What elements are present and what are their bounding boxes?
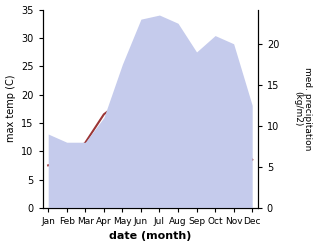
Y-axis label: max temp (C): max temp (C) <box>5 75 16 143</box>
X-axis label: date (month): date (month) <box>109 231 191 242</box>
Y-axis label: med. precipitation
(kg/m2): med. precipitation (kg/m2) <box>293 67 313 150</box>
